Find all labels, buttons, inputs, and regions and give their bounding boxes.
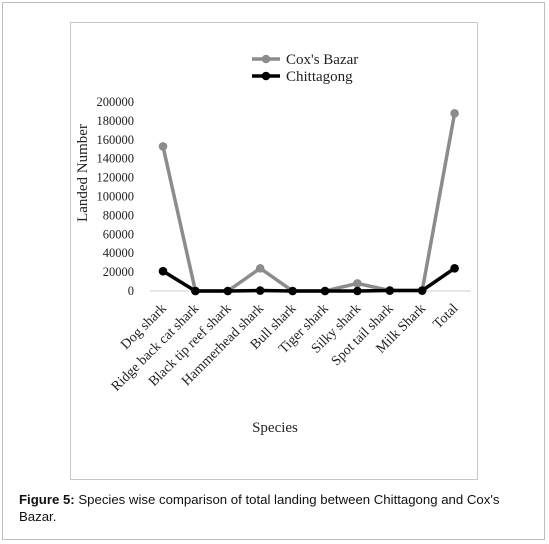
- y-axis-label: Landed Number: [75, 124, 91, 222]
- data-point: [255, 286, 265, 295]
- caption-text: Species wise comparison of total landing…: [19, 492, 500, 524]
- y-tick-label: 200000: [97, 95, 135, 109]
- chart-area: [70, 22, 478, 480]
- figure-caption: Figure 5: Species wise comparison of tot…: [19, 491, 534, 525]
- y-tick-label: 100000: [97, 190, 135, 204]
- y-tick-label: 160000: [97, 133, 135, 147]
- data-point: [450, 264, 459, 273]
- y-tick-label: 40000: [103, 246, 134, 260]
- data-point: [158, 142, 168, 151]
- data-point: [417, 286, 427, 295]
- data-point: [385, 286, 395, 295]
- legend-label: Chittagong: [286, 69, 353, 85]
- x-tick-label: Total: [431, 301, 462, 332]
- data-point: [288, 286, 297, 296]
- legend-label: Cox's Bazar: [286, 52, 358, 68]
- y-tick-label: 80000: [103, 208, 134, 222]
- data-point: [158, 266, 168, 276]
- data-point: [255, 264, 265, 273]
- y-tick-label: 140000: [97, 152, 135, 166]
- x-axis-label: Species: [252, 420, 298, 436]
- data-point: [353, 279, 362, 288]
- caption-label: Figure 5:: [19, 492, 75, 507]
- data-point: [450, 109, 459, 118]
- data-point: [320, 286, 330, 296]
- y-tick-label: 60000: [103, 227, 134, 241]
- legend-swatch-marker: [261, 71, 271, 81]
- data-point: [353, 286, 362, 296]
- y-tick-label: 180000: [97, 114, 135, 128]
- y-tick-label: 20000: [103, 265, 134, 279]
- data-point: [223, 286, 233, 296]
- series-line-0: [161, 113, 457, 293]
- series-line-1: [162, 266, 456, 293]
- data-point: [191, 286, 200, 296]
- legend-swatch-marker: [261, 54, 271, 64]
- y-tick-label: 120000: [97, 171, 135, 185]
- y-tick-label: 0: [128, 284, 134, 298]
